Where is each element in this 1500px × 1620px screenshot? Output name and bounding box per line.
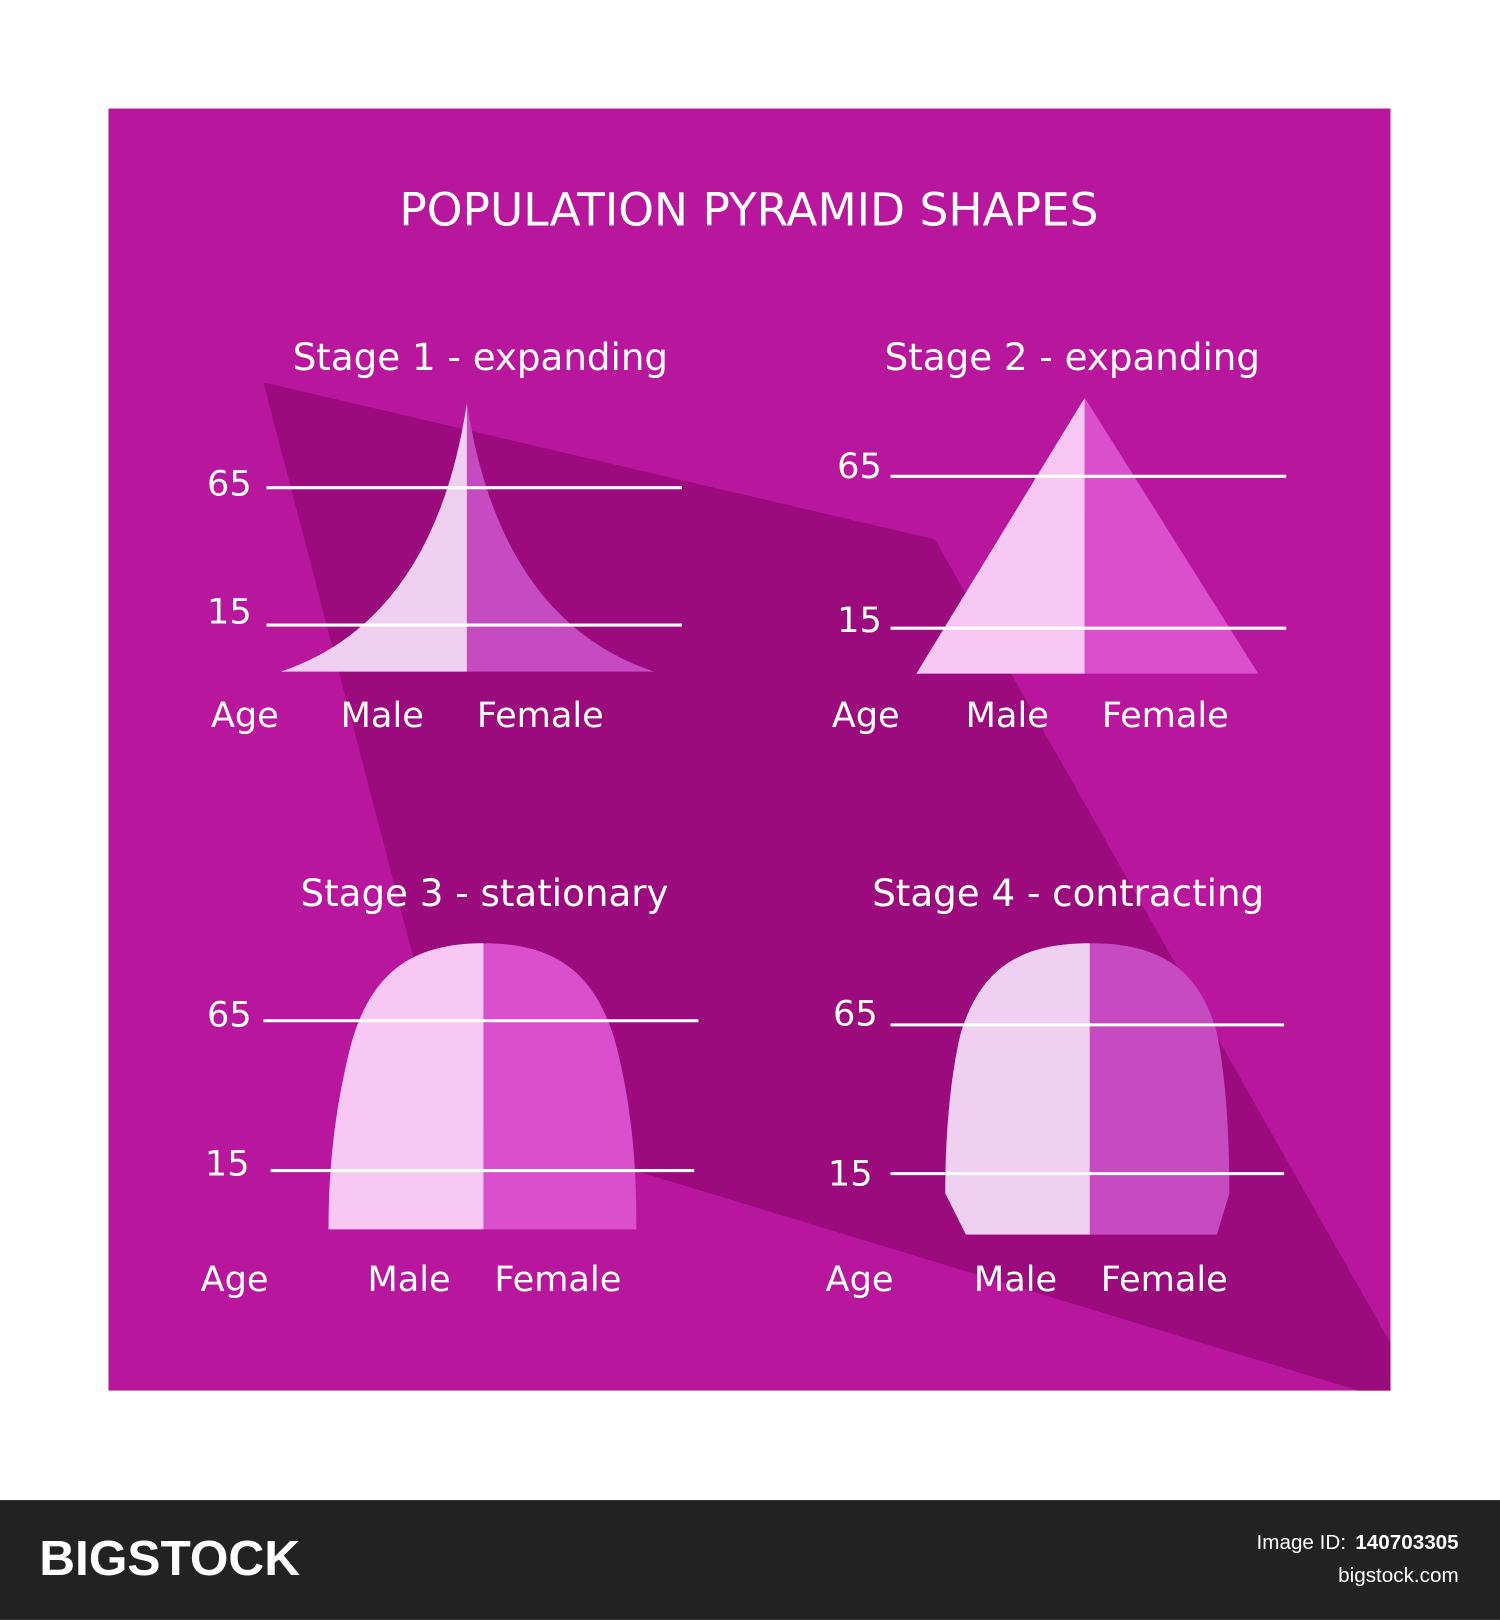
panel-title: Stage 3 - stationary — [300, 871, 668, 915]
brand: BIGSTOCK — [39, 1530, 300, 1586]
axis-label: Age — [826, 1259, 894, 1300]
female-shape — [483, 943, 637, 1230]
female-shape — [466, 402, 654, 672]
age-label: 15 — [837, 600, 882, 641]
age-label: 65 — [837, 446, 882, 487]
age-label: 65 — [833, 994, 878, 1035]
footer-bar — [0, 1500, 1500, 1620]
axis-label: Age — [201, 1259, 269, 1300]
female-label: Female — [494, 1259, 621, 1300]
panel-4: Stage 4 - contracting 65 15 Age Male Fem… — [826, 871, 1285, 1300]
panel-title: Stage 1 - expanding — [293, 335, 668, 379]
male-shape — [945, 943, 1090, 1235]
panel-3: Stage 3 - stationary 65 15 Age Male Fema… — [201, 871, 699, 1300]
male-shape — [328, 943, 484, 1230]
male-shape — [280, 402, 467, 672]
female-shape — [1089, 943, 1230, 1235]
panel-title: Stage 4 - contracting — [872, 871, 1264, 915]
age-label: 15 — [207, 592, 252, 633]
title: POPULATION PYRAMID SHAPES — [399, 183, 1098, 236]
id-label: Image ID: — [1257, 1531, 1347, 1554]
axis-label: Age — [832, 695, 900, 736]
male-label: Male — [974, 1259, 1057, 1300]
site: bigstock.com — [1338, 1564, 1459, 1587]
age-label: 15 — [205, 1143, 250, 1184]
female-label: Female — [1101, 1259, 1228, 1300]
id-value: 140703305 — [1355, 1531, 1458, 1554]
male-label: Male — [966, 695, 1049, 736]
age-label: 65 — [207, 995, 252, 1036]
male-label: Male — [368, 1259, 451, 1300]
age-label: 65 — [207, 464, 252, 505]
axis-label: Age — [211, 695, 279, 736]
female-label: Female — [1102, 695, 1229, 736]
age-label: 15 — [828, 1154, 873, 1195]
panel-title: Stage 2 - expanding — [885, 335, 1260, 379]
panel-1: Stage 1 - expanding 65 15 Age Male Femal… — [207, 335, 682, 736]
female-label: Female — [477, 695, 604, 736]
male-label: Male — [341, 695, 424, 736]
